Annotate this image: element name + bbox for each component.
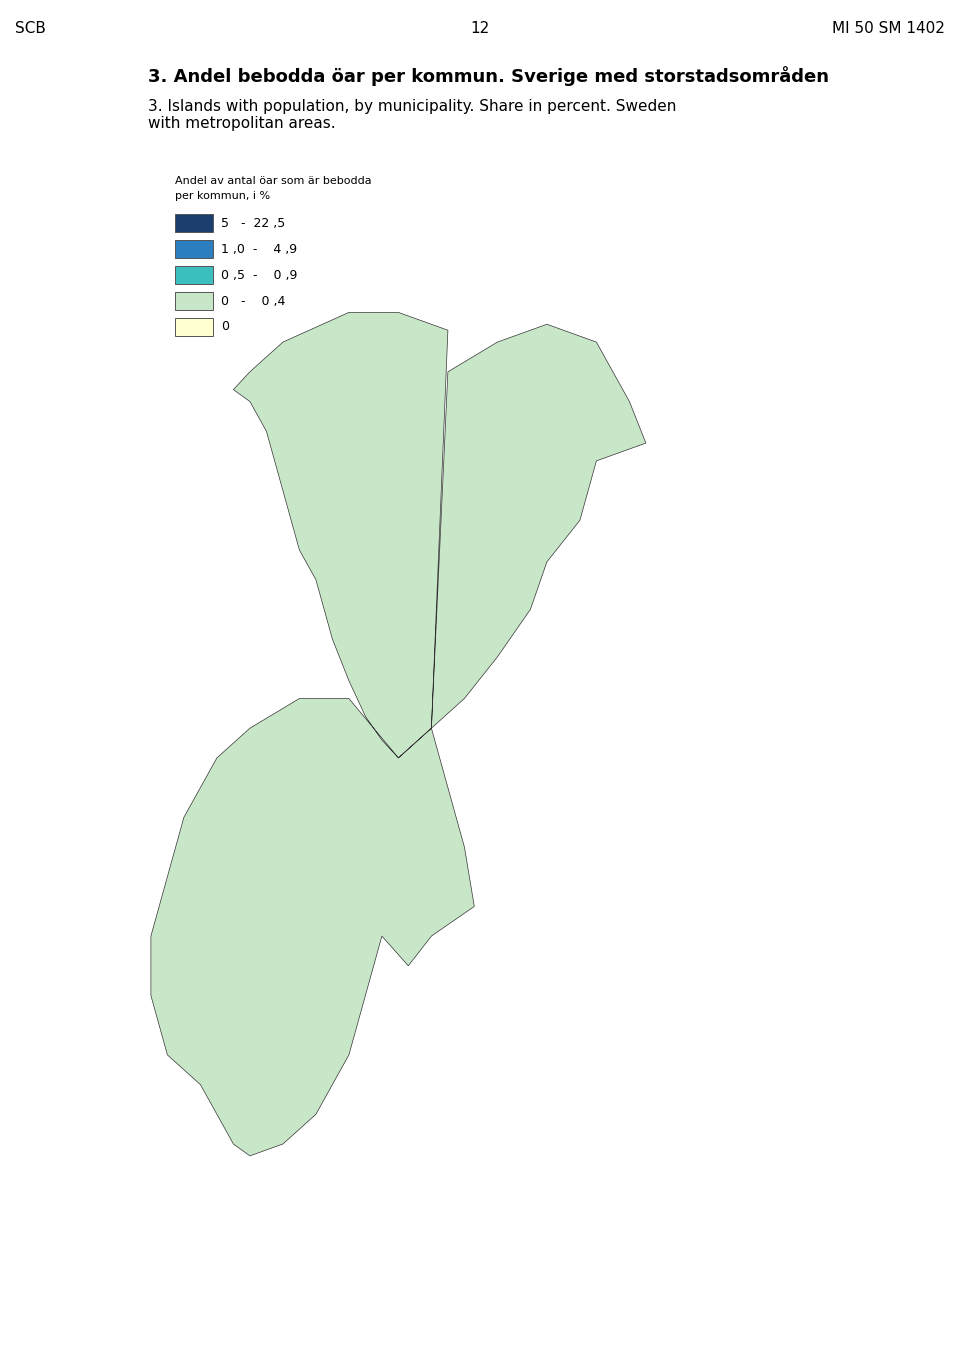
Bar <box>175 240 213 258</box>
Text: SCB: SCB <box>15 22 46 36</box>
Text: per kommun, i %: per kommun, i % <box>175 190 270 201</box>
Bar <box>175 317 213 336</box>
Bar <box>175 213 213 232</box>
Text: Andel av antal öar som är bebodda: Andel av antal öar som är bebodda <box>175 176 372 186</box>
Text: 0: 0 <box>221 320 229 334</box>
Polygon shape <box>151 312 646 1156</box>
Text: 3. Andel bebodda öar per kommun. Sverige med storstadsområden: 3. Andel bebodda öar per kommun. Sverige… <box>148 66 829 86</box>
Text: 1 ,0  -    4 ,9: 1 ,0 - 4 ,9 <box>221 242 298 255</box>
Text: 5   -  22 ,5: 5 - 22 ,5 <box>221 216 285 230</box>
Text: 0   -    0 ,4: 0 - 0 ,4 <box>221 295 285 308</box>
Text: MI 50 SM 1402: MI 50 SM 1402 <box>832 22 945 36</box>
Text: 12: 12 <box>470 22 490 36</box>
Bar <box>175 266 213 284</box>
Text: 3. Islands with population, by municipality. Share in percent. Sweden
with metro: 3. Islands with population, by municipal… <box>148 99 677 131</box>
Text: 0 ,5  -    0 ,9: 0 ,5 - 0 ,9 <box>221 269 298 281</box>
Bar <box>175 292 213 309</box>
